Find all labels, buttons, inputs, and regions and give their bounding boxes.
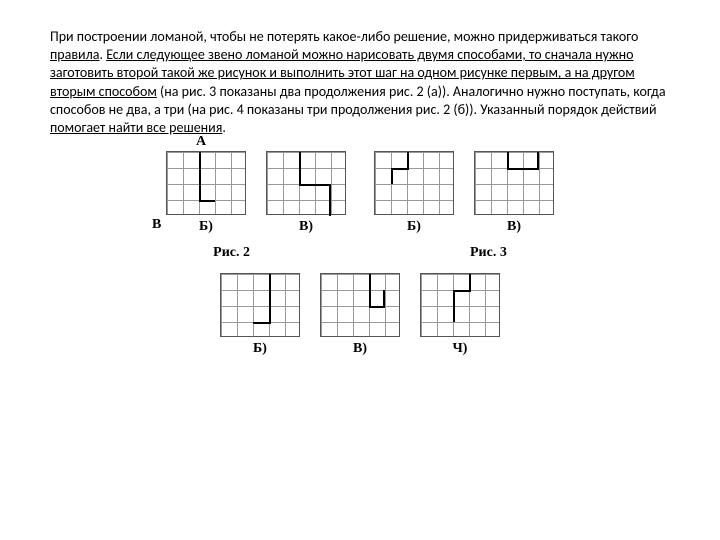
- caption-ris2: Рис. 2: [213, 244, 250, 262]
- caption-row: Рис. 2 Рис. 3: [50, 244, 670, 262]
- grid-diagram: [320, 273, 400, 337]
- grid-label: Ч): [453, 340, 468, 358]
- figure-group-ris2: A B Б) В): [166, 151, 346, 236]
- label-b-side: B: [152, 216, 161, 234]
- caption-ris3: Рис. 3: [470, 244, 507, 262]
- grid-diagram: [266, 151, 346, 215]
- paragraph: При построении ломаной, чтобы не потерят…: [50, 28, 670, 137]
- grid-label: Б): [253, 340, 267, 358]
- grid-cell: В): [474, 151, 554, 236]
- figures: A B Б) В) Б) В) Рис. 2 Рис. 3: [50, 151, 670, 358]
- grid-cell: Ч): [420, 273, 500, 358]
- grid-cell: В): [320, 273, 400, 358]
- grid-diagram: [166, 151, 246, 215]
- underline-1: правила: [50, 46, 99, 63]
- grid-diagram: [220, 273, 300, 337]
- grid-cell: A B Б): [166, 151, 246, 236]
- grid-label: В): [507, 218, 521, 236]
- figure-group-ris4: Б) В) Ч): [220, 273, 500, 358]
- label-a: A: [196, 133, 206, 151]
- grid-label: Б): [199, 218, 213, 236]
- grid-diagram: [374, 151, 454, 215]
- grid-label: В): [299, 218, 313, 236]
- text-4: .: [222, 119, 226, 136]
- grid-cell: Б): [374, 151, 454, 236]
- text-1: При построении ломаной, чтобы не потерят…: [50, 28, 638, 45]
- grid-label: В): [353, 340, 367, 358]
- grid-label: Б): [407, 218, 421, 236]
- grid-cell: Б): [220, 273, 300, 358]
- grid-diagram: [474, 151, 554, 215]
- figure-row-1: A B Б) В) Б) В): [50, 151, 670, 236]
- figure-row-2: Б) В) Ч): [50, 273, 670, 358]
- grid-diagram: [420, 273, 500, 337]
- figure-group-ris3: Б) В): [374, 151, 554, 236]
- grid-cell: В): [266, 151, 346, 236]
